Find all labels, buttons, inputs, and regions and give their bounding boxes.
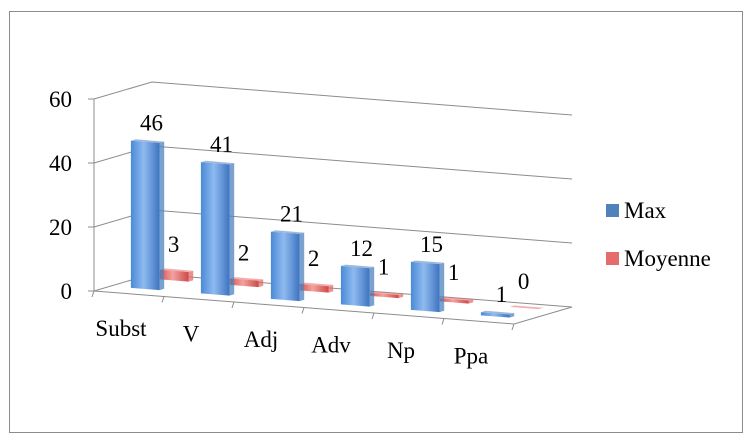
data-label-moyenne: 3	[168, 232, 180, 257]
bar-top-face	[439, 296, 474, 301]
x-tick-mark	[511, 323, 515, 331]
data-label-max: 12	[350, 236, 373, 261]
bars-layer	[130, 139, 544, 318]
bar-side-face	[328, 284, 334, 293]
data-label-moyenne: 1	[448, 260, 460, 285]
x-tick-mark	[371, 312, 375, 320]
bar-moyenne-np	[439, 296, 474, 304]
bar-max-np	[410, 260, 445, 313]
bar-moyenne-v	[229, 277, 264, 288]
bar-max-adj	[270, 230, 305, 302]
x-tick-mark	[441, 318, 445, 325]
bar-front-face	[229, 278, 259, 288]
gridline	[93, 81, 573, 116]
bar-side-face	[468, 299, 474, 304]
y-tick-label: 60	[49, 87, 72, 112]
bar-front-face	[439, 298, 469, 304]
bar-front-face	[200, 162, 230, 296]
bar-front-face	[130, 140, 160, 291]
legend-label: Max	[624, 198, 667, 223]
legend-swatch	[606, 252, 619, 265]
x-category-label: V	[183, 321, 200, 346]
data-label-moyenne: 1	[378, 255, 390, 280]
bar-top-face	[340, 264, 375, 269]
y-tick-label: 20	[49, 215, 72, 240]
bar-top-face	[159, 268, 194, 272]
bar-side-face	[439, 262, 445, 313]
bar-side-face	[159, 141, 165, 291]
bar-side-face	[299, 232, 305, 302]
bar-front-face	[159, 269, 189, 282]
data-label-max: 41	[210, 132, 233, 157]
bar-top-face	[130, 139, 165, 143]
x-tick-mark	[161, 296, 165, 303]
bar-max-subst	[130, 139, 165, 291]
bar-top-face	[299, 282, 334, 287]
gridline	[93, 145, 573, 180]
x-category-label: Ppa	[454, 343, 489, 368]
bar-side-face	[509, 313, 515, 318]
legend-label: Moyenne	[624, 246, 711, 271]
bar-top-face	[480, 310, 515, 315]
bar-front-face	[410, 261, 440, 313]
bar-front-face	[369, 292, 399, 299]
bar-front-face	[299, 284, 329, 293]
bar-front-face	[340, 266, 370, 307]
bar-front-face	[480, 312, 510, 318]
x-category-label: Adv	[311, 332, 351, 357]
bar-front-face	[270, 231, 300, 302]
bar-side-face	[369, 266, 375, 307]
bar-moyenne-adv	[369, 291, 404, 299]
bar-moyenne-ppa	[509, 305, 544, 310]
bar-moyenne-adj	[299, 282, 334, 293]
bar-moyenne-subst	[159, 268, 194, 282]
x-tick-mark	[91, 290, 95, 298]
bar-max-ppa	[480, 310, 515, 318]
bar-top-face	[200, 160, 235, 165]
data-label-moyenne: 0	[518, 269, 530, 294]
x-tick-mark	[301, 307, 305, 314]
bar-top-face	[410, 260, 445, 265]
data-label-max: 15	[420, 232, 443, 257]
bar-top-face	[270, 230, 305, 234]
legend: Max Moyenne	[606, 198, 711, 271]
bar-side-face	[398, 293, 404, 299]
data-label-max: 1	[496, 282, 508, 307]
y-tick-label: 0	[61, 279, 73, 304]
bar-max-v	[200, 160, 235, 296]
x-category-label: Subst	[95, 316, 147, 341]
data-label-max: 21	[280, 202, 303, 227]
data-label-max: 46	[140, 111, 163, 136]
bar-max-adv	[340, 264, 375, 307]
bar-side-face	[229, 163, 235, 296]
data-label-moyenne: 2	[308, 246, 320, 271]
x-tick-mark	[231, 301, 235, 309]
bar-side-face	[188, 270, 194, 282]
x-category-label: Np	[387, 338, 415, 363]
bar-top-face	[229, 277, 264, 281]
y-tick-label: 40	[49, 151, 72, 176]
x-category-label: Adj	[244, 327, 279, 352]
bar-side-face	[258, 279, 264, 288]
bar-top-face	[369, 291, 404, 295]
legend-swatch	[606, 204, 619, 217]
bar-top-face	[509, 305, 544, 310]
gridline	[93, 209, 573, 244]
data-label-moyenne: 2	[238, 240, 250, 265]
